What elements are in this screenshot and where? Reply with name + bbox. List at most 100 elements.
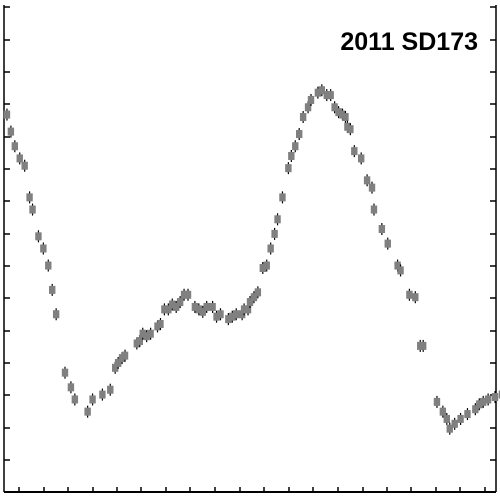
point-marker: [157, 319, 164, 328]
data-point: [240, 303, 248, 316]
point-marker: [136, 337, 143, 346]
data-point: [296, 128, 303, 141]
point-marker: [195, 305, 203, 314]
data-point: [342, 111, 349, 124]
data-point: [139, 327, 146, 340]
point-marker: [331, 103, 338, 112]
point-marker: [40, 244, 47, 253]
point-marker: [246, 298, 254, 307]
data-point: [250, 291, 258, 304]
point-marker: [184, 290, 192, 299]
data-point: [229, 310, 236, 323]
data-point: [370, 203, 378, 216]
data-point: [45, 259, 52, 272]
point-marker: [35, 232, 42, 241]
point-marker: [99, 390, 106, 399]
data-point: [363, 174, 371, 187]
point-marker: [3, 110, 11, 119]
data-point: [443, 412, 450, 425]
data-point: [114, 356, 122, 369]
point-marker: [480, 397, 487, 406]
point-marker: [165, 305, 172, 314]
data-point: [67, 381, 75, 394]
data-point: [143, 330, 150, 343]
data-point: [433, 395, 441, 408]
data-point: [271, 227, 278, 240]
point-marker: [49, 285, 56, 294]
point-marker: [397, 266, 404, 275]
point-marker: [161, 305, 168, 314]
point-marker: [61, 368, 69, 377]
point-marker: [314, 88, 322, 97]
data-point: [451, 417, 458, 430]
data-point: [397, 264, 404, 277]
point-marker: [439, 407, 447, 416]
point-marker: [307, 95, 315, 104]
point-marker: [370, 205, 378, 214]
axes: [3, 5, 497, 493]
point-marker: [491, 393, 499, 402]
data-point: [3, 108, 11, 121]
point-marker: [217, 310, 224, 319]
data-point: [203, 300, 210, 313]
data-point: [35, 230, 42, 243]
data-point: [331, 101, 338, 114]
data-point: [180, 288, 188, 301]
data-point: [323, 89, 330, 102]
point-marker: [357, 154, 365, 163]
point-marker: [394, 261, 401, 270]
data-point: [314, 86, 322, 99]
data-point: [378, 223, 386, 236]
point-marker: [335, 108, 342, 117]
data-point: [299, 111, 307, 124]
point-marker: [472, 405, 479, 414]
data-point: [157, 317, 164, 330]
data-point: [246, 296, 254, 309]
data-point: [176, 296, 184, 309]
data-point: [7, 125, 15, 138]
data-point: [199, 305, 206, 318]
data-point: [263, 259, 270, 272]
data-point: [89, 393, 96, 406]
point-marker: [464, 410, 471, 419]
data-point: [173, 300, 180, 313]
data-point: [498, 390, 500, 399]
data-point: [419, 339, 427, 352]
point-marker: [304, 103, 312, 112]
point-marker: [240, 305, 248, 314]
point-marker: [52, 310, 60, 319]
data-point: [274, 213, 281, 226]
point-marker: [279, 193, 286, 202]
point-marker: [7, 127, 15, 136]
point-marker: [238, 310, 246, 319]
point-marker: [213, 312, 220, 321]
point-marker: [71, 395, 79, 404]
point-marker: [143, 332, 150, 341]
data-point: [327, 89, 334, 102]
point-marker: [476, 400, 483, 409]
point-marker: [451, 419, 458, 428]
point-marker: [233, 310, 240, 319]
point-marker: [16, 154, 23, 163]
point-marker: [412, 293, 419, 302]
point-marker: [347, 125, 354, 134]
data-point: [40, 242, 47, 255]
point-marker: [121, 351, 129, 360]
point-marker: [267, 244, 274, 253]
data-point: [446, 422, 453, 435]
data-point: [49, 283, 56, 296]
data-point: [292, 140, 299, 153]
point-marker: [498, 390, 500, 399]
data-point: [191, 300, 199, 313]
point-marker: [139, 329, 146, 338]
point-marker: [342, 113, 349, 122]
point-marker: [147, 329, 154, 338]
point-marker: [368, 183, 376, 192]
point-marker: [209, 302, 216, 311]
point-marker: [191, 302, 199, 311]
data-point: [259, 261, 266, 274]
point-marker: [225, 315, 232, 324]
data-point: [29, 203, 36, 216]
data-point: [484, 393, 492, 406]
point-marker: [323, 91, 330, 100]
